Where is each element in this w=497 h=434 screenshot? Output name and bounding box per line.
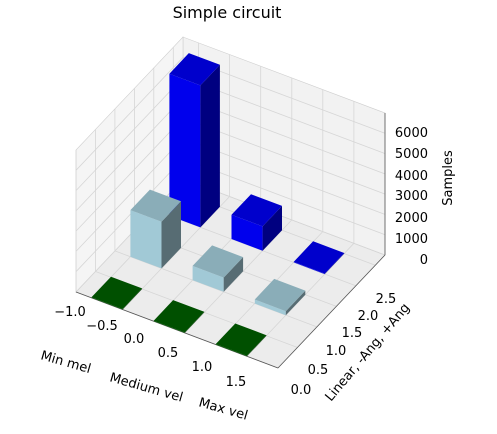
x-tick-label: 1.0	[192, 360, 213, 375]
bar-front-face	[254, 299, 286, 316]
bar-top-face	[254, 278, 306, 312]
bar-side-face	[223, 257, 244, 292]
y-tick-label: 1.5	[342, 326, 363, 341]
bar	[91, 276, 143, 310]
y-tick-label: 0.5	[308, 363, 329, 378]
bar-top-face	[293, 241, 345, 274]
bar-top-face	[169, 53, 220, 86]
bar	[192, 245, 244, 292]
bar-front-face	[153, 320, 185, 333]
bar-front-face	[192, 265, 224, 292]
z-tick-label: 0	[420, 253, 428, 268]
bar-top-face	[91, 276, 143, 309]
bar-front-face	[130, 210, 162, 269]
y-axis-line	[277, 254, 386, 369]
x-tick-label: −0.5	[86, 319, 118, 334]
y-tick-label: 1.0	[326, 344, 347, 359]
x-tick-label: 0.5	[158, 346, 179, 361]
x-tick-label: −1.0	[54, 305, 86, 320]
bar-front-face	[169, 73, 201, 228]
bar-side-face	[285, 290, 306, 316]
bar-group	[91, 53, 345, 357]
bar-top-face	[231, 194, 282, 227]
bar	[254, 278, 306, 316]
bar-side-face	[161, 201, 181, 269]
y-tick-label: 0.0	[291, 383, 312, 398]
chart-title: Simple circuit	[173, 3, 282, 22]
z-tick-label: 5000	[395, 147, 428, 162]
z-axis-label: Samples	[441, 150, 456, 206]
bar	[293, 241, 345, 275]
bar-side-face	[246, 335, 267, 357]
bar	[215, 323, 267, 357]
bar-side-face	[184, 311, 205, 333]
bar-side-face	[262, 205, 282, 251]
x-category-label: Min mel	[39, 348, 93, 377]
bar-side-face	[122, 288, 143, 310]
bar-top-face	[130, 189, 181, 222]
y-tick-label: 2.0	[358, 309, 379, 324]
bar-top-face	[215, 323, 267, 356]
z-tick-label: 2000	[395, 211, 428, 226]
bar-top-face	[192, 245, 244, 278]
bar	[153, 300, 205, 333]
bar-side-face	[200, 64, 220, 228]
x-tick-label: 0.0	[124, 332, 145, 347]
z-tick-label: 1000	[395, 232, 428, 247]
bar	[130, 189, 181, 269]
z-tick-label: 3000	[395, 189, 428, 204]
bar-front-face	[231, 214, 263, 251]
bar-front-face	[91, 297, 123, 310]
z-grid-line	[75, 56, 386, 171]
bar-side-face	[324, 253, 345, 275]
z-tick-label: 4000	[395, 169, 428, 184]
z-tick-label: 6000	[395, 126, 428, 141]
bar	[169, 53, 220, 228]
x-category-label: Max vel	[197, 395, 249, 423]
bar-front-face	[293, 261, 325, 275]
y-tick-label: 2.5	[376, 292, 397, 307]
bar-front-face	[215, 344, 247, 357]
x-category-label: Medium vel	[108, 370, 185, 405]
bar	[231, 194, 282, 251]
bar-top-face	[153, 300, 205, 333]
x-tick-label: 1.5	[226, 375, 247, 390]
grid-lines	[75, 42, 386, 369]
